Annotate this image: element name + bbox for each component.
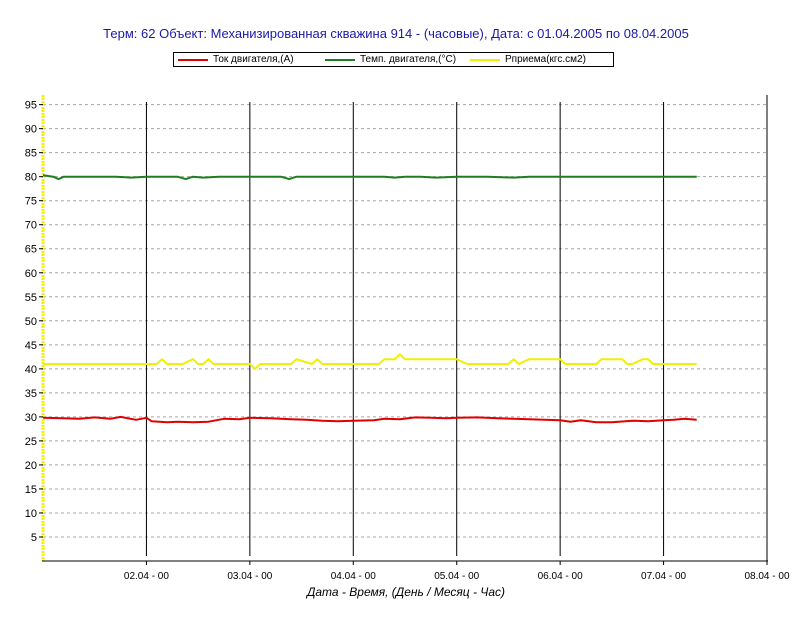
series-lines xyxy=(42,174,697,424)
y-tick-label-15: 15 xyxy=(25,484,37,496)
x-tick-label-8: 08.04 - 00 xyxy=(744,571,789,582)
x-tick-label-3: 03.04 - 00 xyxy=(227,571,272,582)
x-tick-label-5: 05.04 - 00 xyxy=(434,571,479,582)
legend-swatch-temperature xyxy=(325,59,355,61)
plot-frame xyxy=(41,95,768,562)
y-tick-label-35: 35 xyxy=(25,388,37,400)
y-tick-label-10: 10 xyxy=(25,508,37,520)
series-temperature-line xyxy=(42,174,697,181)
legend: Ток двигателя,(А) Темп. двигателя,(°С) Р… xyxy=(173,52,614,67)
y-tick-label-75: 75 xyxy=(25,196,37,208)
y-tick-label-85: 85 xyxy=(25,148,37,160)
legend-label-pressure: Рприема(кгс.см2) xyxy=(505,54,586,65)
chart-title: Терм: 62 Объект: Механизированная скважи… xyxy=(103,26,689,41)
series-pressure-line xyxy=(43,353,697,370)
x-tick-label-2: 02.04 - 00 xyxy=(124,571,169,582)
x-tick-label-4: 04.04 - 00 xyxy=(331,571,376,582)
series-current-line xyxy=(42,415,697,424)
y-tick-label-80: 80 xyxy=(25,172,37,184)
y-tick-label-20: 20 xyxy=(25,460,37,472)
y-tick-label-50: 50 xyxy=(25,316,37,328)
legend-swatch-current xyxy=(178,59,208,61)
x-tick-label-7: 07.04 - 00 xyxy=(641,571,686,582)
y-tick-label-30: 30 xyxy=(25,412,37,424)
legend-label-temperature: Темп. двигателя,(°С) xyxy=(360,54,457,65)
y-tick-label-70: 70 xyxy=(25,220,37,232)
y-axis: 5 10 15 20 25 30 35 40 45 50 55 60 65 70 75 80 85 90 95 xyxy=(25,100,43,544)
y-tick-label-60: 60 xyxy=(25,268,37,280)
x-axis: 02.04 - 00 03.04 - 00 04.04 - 00 05.04 - 00… xyxy=(124,561,790,582)
y-tick-label-95: 95 xyxy=(25,100,37,112)
y-tick-label-65: 65 xyxy=(25,244,37,256)
y-tick-label-40: 40 xyxy=(25,364,37,376)
day-separators xyxy=(145,102,665,556)
y-tick-label-5: 5 xyxy=(31,532,37,544)
legend-label-current: Ток двигателя,(А) xyxy=(213,54,294,65)
y-tick-label-55: 55 xyxy=(25,292,37,304)
y-tick-label-90: 90 xyxy=(25,124,37,136)
x-tick-label-6: 06.04 - 00 xyxy=(538,571,583,582)
y-tick-label-45: 45 xyxy=(25,340,37,352)
y-tick-label-25: 25 xyxy=(25,436,37,448)
grid xyxy=(43,104,767,538)
legend-swatch-pressure xyxy=(470,59,500,61)
x-axis-label: Дата - Время, (День / Месяц - Час) xyxy=(305,585,505,599)
